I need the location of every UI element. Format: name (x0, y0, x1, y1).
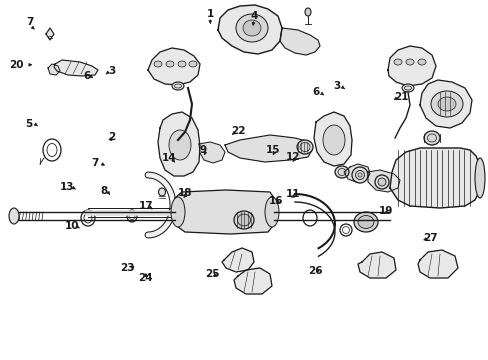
Polygon shape (54, 60, 98, 76)
Text: 26: 26 (307, 266, 322, 276)
Text: 20: 20 (9, 60, 23, 70)
Polygon shape (313, 112, 351, 166)
Polygon shape (367, 170, 399, 192)
Polygon shape (417, 250, 457, 278)
Text: 18: 18 (177, 188, 192, 198)
Ellipse shape (165, 61, 174, 67)
Text: 1: 1 (206, 9, 213, 19)
Text: 3: 3 (333, 81, 340, 91)
Ellipse shape (158, 188, 165, 196)
Text: 17: 17 (138, 201, 153, 211)
Ellipse shape (169, 130, 191, 160)
Ellipse shape (264, 197, 279, 227)
Ellipse shape (305, 8, 310, 16)
Ellipse shape (189, 61, 197, 67)
Text: 25: 25 (205, 269, 220, 279)
Text: 8: 8 (100, 186, 107, 196)
Ellipse shape (437, 97, 455, 111)
Ellipse shape (9, 208, 19, 224)
Ellipse shape (353, 212, 377, 232)
Ellipse shape (393, 59, 401, 65)
Polygon shape (280, 28, 319, 55)
Text: 27: 27 (422, 233, 437, 243)
Polygon shape (419, 80, 471, 128)
Text: 12: 12 (285, 152, 300, 162)
Ellipse shape (430, 91, 462, 117)
Text: 7: 7 (26, 17, 34, 27)
Text: 24: 24 (138, 273, 153, 283)
Ellipse shape (178, 61, 185, 67)
Text: 19: 19 (378, 206, 393, 216)
Ellipse shape (243, 20, 261, 36)
Ellipse shape (355, 171, 364, 180)
Ellipse shape (423, 131, 439, 145)
Ellipse shape (474, 158, 484, 198)
Polygon shape (199, 142, 224, 163)
Ellipse shape (236, 14, 267, 42)
Text: 3: 3 (108, 66, 115, 76)
Ellipse shape (401, 84, 413, 92)
Ellipse shape (334, 166, 348, 178)
Ellipse shape (237, 214, 250, 226)
Ellipse shape (417, 59, 425, 65)
Text: 10: 10 (65, 221, 80, 231)
Text: 16: 16 (268, 196, 283, 206)
Polygon shape (234, 268, 271, 294)
Polygon shape (46, 28, 54, 40)
Polygon shape (224, 135, 311, 162)
Text: 13: 13 (60, 182, 75, 192)
Polygon shape (158, 112, 200, 176)
Text: 6: 6 (83, 71, 90, 81)
Polygon shape (175, 190, 273, 234)
Polygon shape (389, 148, 481, 208)
Polygon shape (343, 164, 369, 182)
Polygon shape (48, 64, 60, 75)
Ellipse shape (171, 197, 184, 227)
Text: 21: 21 (393, 92, 407, 102)
Text: 9: 9 (199, 145, 206, 156)
Text: 11: 11 (285, 189, 300, 199)
Text: 6: 6 (312, 87, 319, 97)
Text: 22: 22 (231, 126, 245, 136)
Polygon shape (357, 252, 395, 278)
Polygon shape (148, 48, 200, 85)
Ellipse shape (351, 167, 367, 183)
Polygon shape (222, 248, 253, 272)
Ellipse shape (357, 216, 373, 229)
Text: 5: 5 (25, 119, 32, 129)
Text: 7: 7 (91, 158, 99, 168)
Polygon shape (218, 5, 282, 54)
Text: 4: 4 (250, 11, 258, 21)
Ellipse shape (234, 211, 253, 229)
Ellipse shape (172, 82, 183, 90)
Ellipse shape (296, 140, 312, 154)
Ellipse shape (377, 178, 385, 186)
Ellipse shape (154, 61, 162, 67)
Text: 23: 23 (120, 263, 134, 273)
Text: 2: 2 (108, 132, 115, 142)
Polygon shape (387, 46, 435, 86)
Text: 14: 14 (161, 153, 176, 163)
Ellipse shape (323, 125, 345, 155)
Ellipse shape (405, 59, 413, 65)
Ellipse shape (374, 175, 388, 189)
Text: 15: 15 (265, 145, 280, 156)
